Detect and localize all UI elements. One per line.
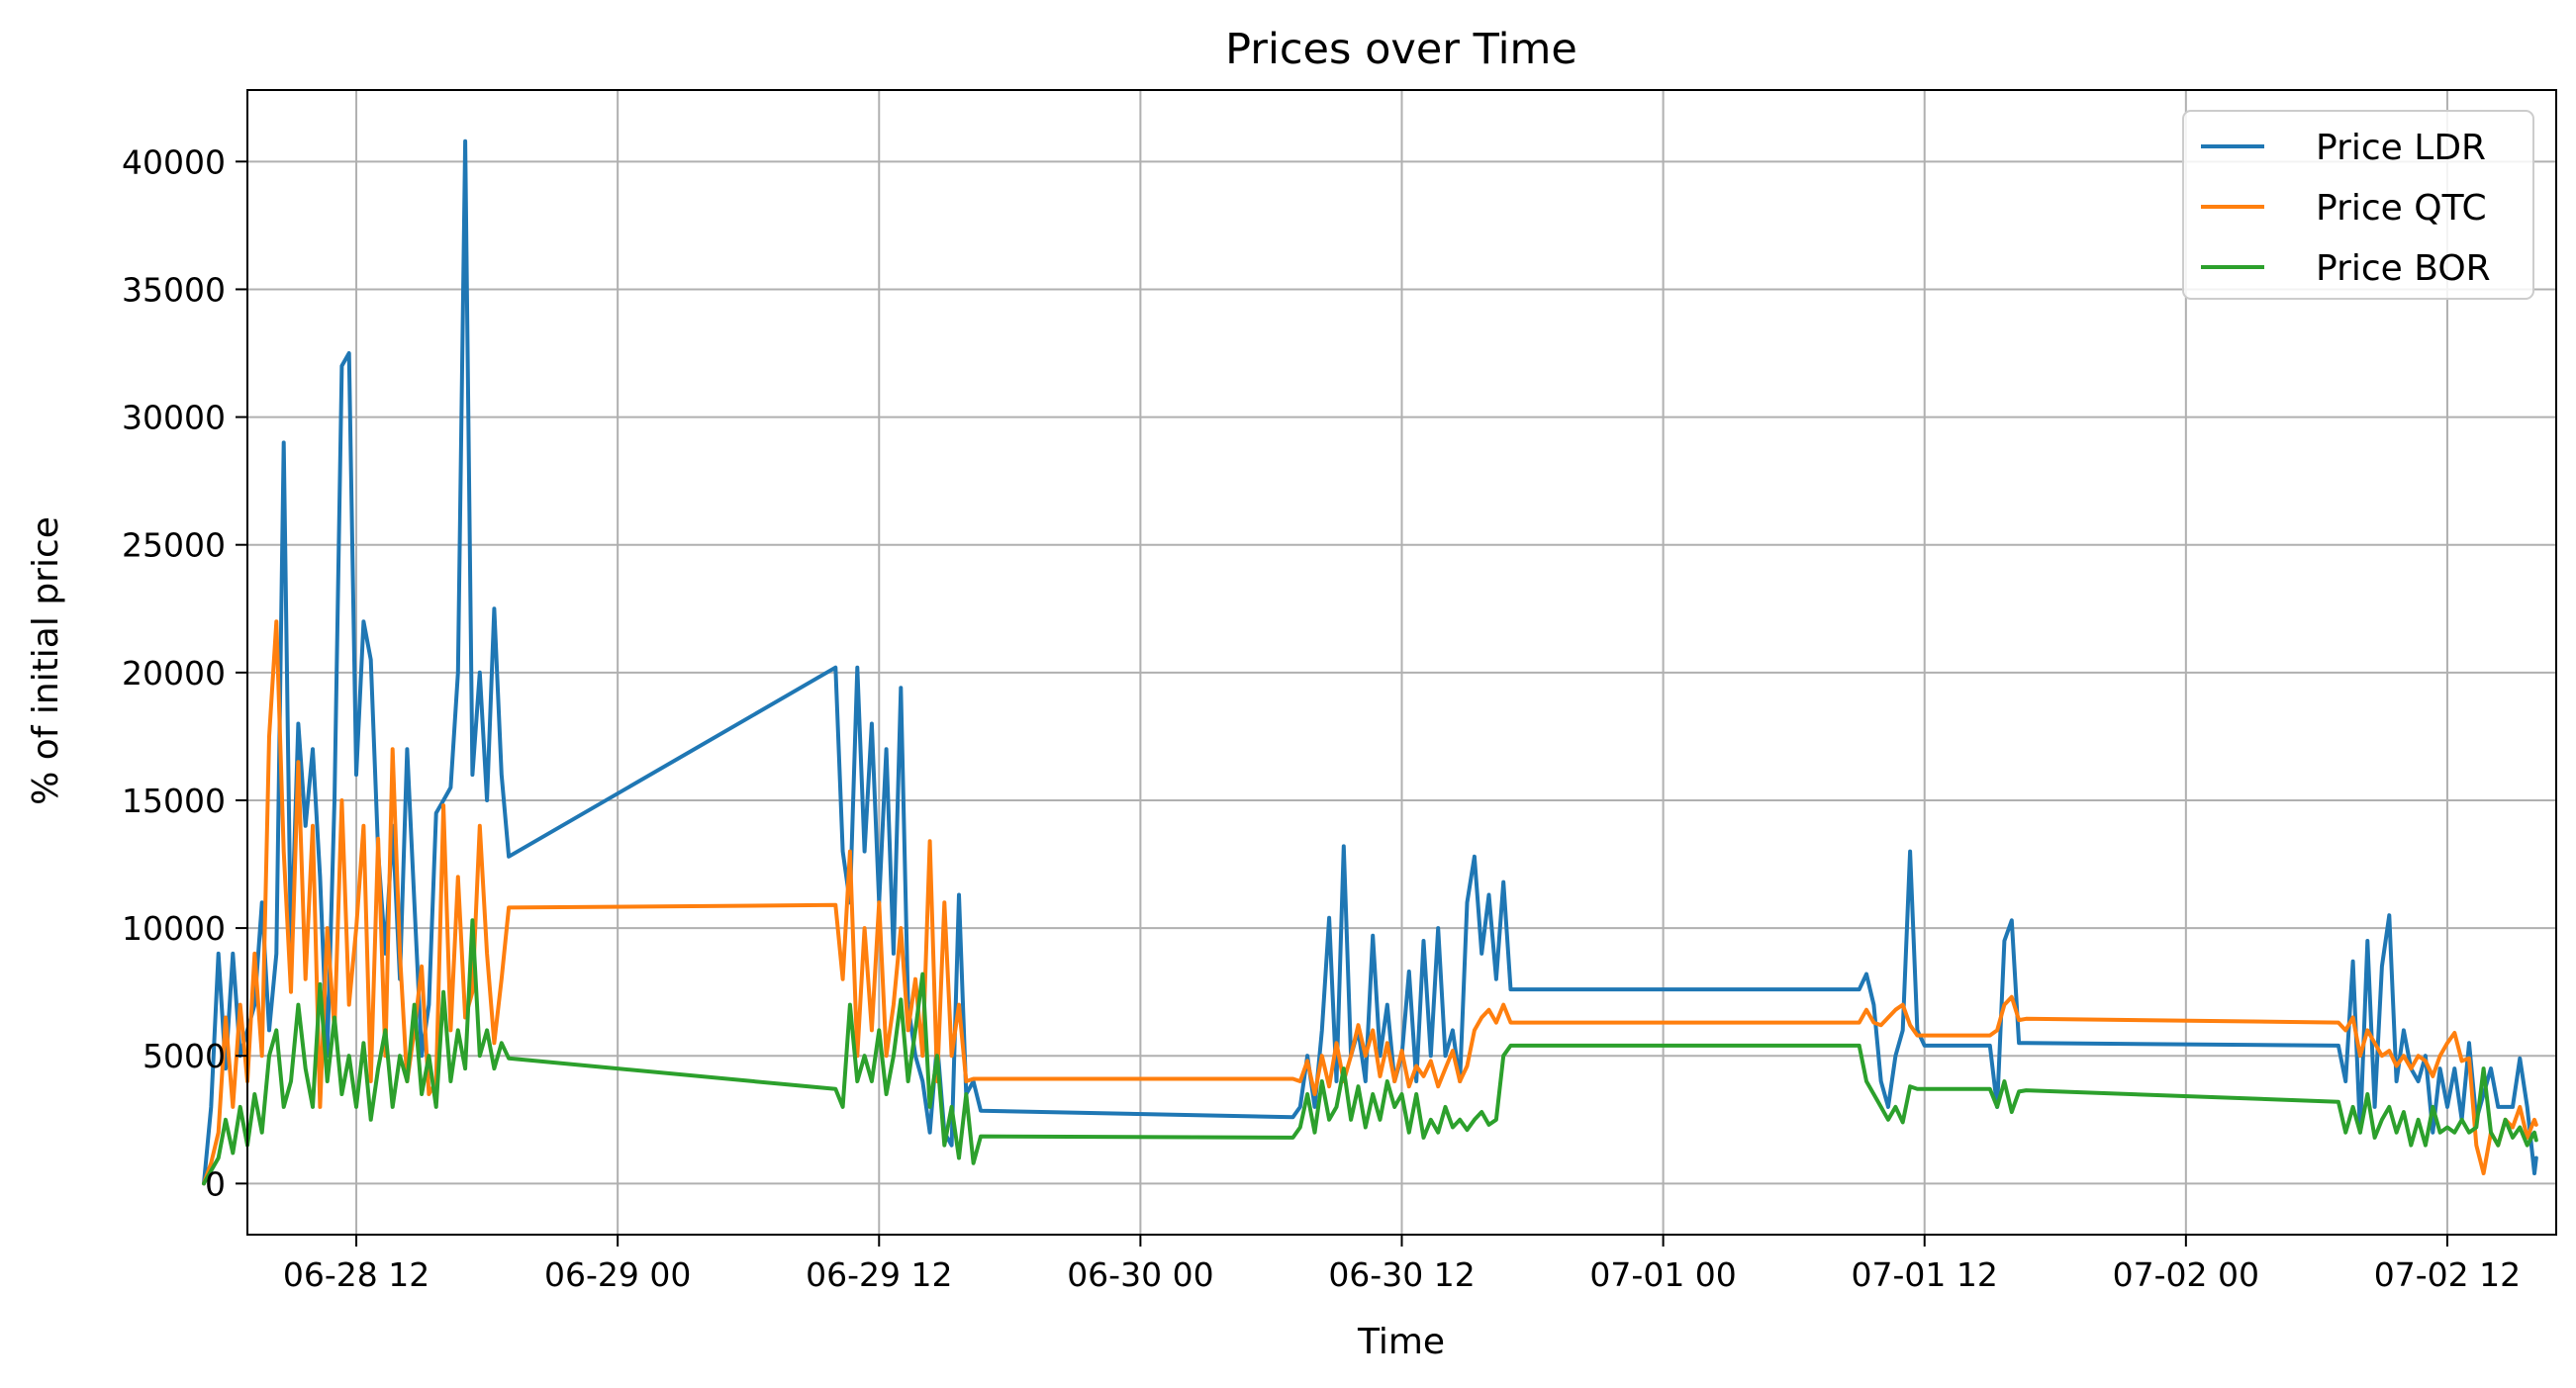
x-axis: 06-28 12 06-29 00 06-29 12 06-30 00 06-30 12…: [283, 1235, 2521, 1294]
y-tick-label: 30000: [122, 399, 226, 437]
x-tick-label: 07-01 12: [1852, 1255, 1998, 1294]
y-tick-label: 20000: [122, 654, 226, 693]
x-axis-title: Time: [1357, 1322, 1445, 1362]
series-line-price-qtc: [202, 619, 2538, 1186]
y-axis: 0 5000 10000 15000 20000 25000 30000 35000 40000: [122, 142, 247, 1203]
x-tick-label: 07-01 00: [1589, 1255, 1736, 1294]
x-tick-label: 07-02 00: [2113, 1255, 2259, 1294]
legend-box: [2182, 110, 2534, 300]
chart-title: Prices over Time: [1225, 25, 1577, 74]
y-tick-label: 35000: [122, 270, 226, 309]
y-tick-label: 0: [205, 1164, 226, 1203]
series-lines: [202, 139, 2538, 1186]
legend: Price LDR Price QTC Price BOR: [2182, 110, 2534, 300]
y-tick-label: 10000: [122, 909, 226, 948]
y-tick-label: 40000: [122, 142, 226, 181]
series-line-price-bor: [202, 918, 2538, 1186]
x-tick-label: 06-29 12: [806, 1255, 952, 1294]
x-tick-label: 06-30 12: [1328, 1255, 1475, 1294]
y-tick-label: 15000: [122, 782, 226, 820]
legend-label: Price LDR: [2316, 128, 2486, 168]
x-tick-label: 06-28 12: [283, 1255, 429, 1294]
series-line-price-ldr: [202, 139, 2538, 1186]
y-tick-label: 25000: [122, 526, 226, 565]
x-tick-label: 07-02 12: [2374, 1255, 2521, 1294]
y-tick-label: 5000: [143, 1037, 226, 1075]
legend-label: Price BOR: [2316, 248, 2491, 289]
legend-label: Price QTC: [2316, 188, 2487, 229]
y-axis-title: % of initial price: [26, 516, 66, 805]
x-tick-label: 06-30 00: [1067, 1255, 1213, 1294]
x-tick-label: 06-29 00: [544, 1255, 691, 1294]
